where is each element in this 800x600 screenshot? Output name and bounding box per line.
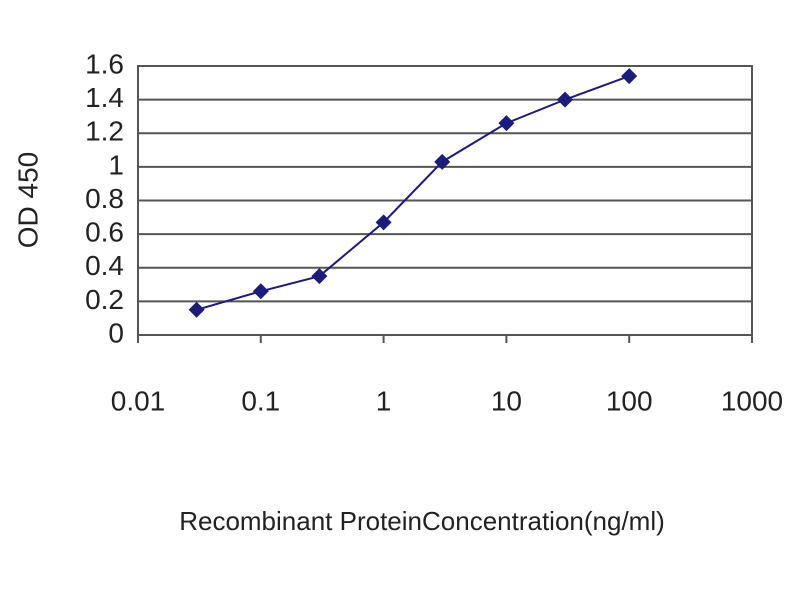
x-tick-label: 10: [491, 385, 522, 416]
y-tick-label: 1: [108, 149, 124, 180]
y-tick-label: 1.6: [85, 48, 124, 79]
y-axis-label: OD 450: [12, 152, 43, 249]
x-tick-label: 1: [376, 385, 392, 416]
marker: [252, 283, 269, 300]
marker: [556, 91, 573, 108]
y-tick-label: 1.2: [85, 116, 124, 147]
y-tick-label: 0.6: [85, 217, 124, 248]
y-tick-label: 0.8: [85, 183, 124, 214]
marker: [434, 153, 451, 170]
marker: [621, 68, 638, 85]
y-tick-label: 0.2: [85, 284, 124, 315]
y-tick-label: 0.4: [85, 250, 124, 281]
y-tick-label: 1.4: [85, 82, 124, 113]
x-tick-label: 1000: [721, 385, 783, 416]
marker: [311, 268, 328, 285]
x-tick-label: 0.1: [241, 385, 280, 416]
y-tick-label: 0: [108, 317, 124, 348]
marker: [188, 301, 205, 318]
x-axis-label: Recombinant ProteinConcentration(ng/ml): [179, 506, 665, 536]
marker: [375, 214, 392, 231]
marker: [498, 115, 515, 132]
series-line: [196, 75, 630, 311]
x-tick-label: 100: [606, 385, 653, 416]
x-tick-label: 0.01: [111, 385, 166, 416]
